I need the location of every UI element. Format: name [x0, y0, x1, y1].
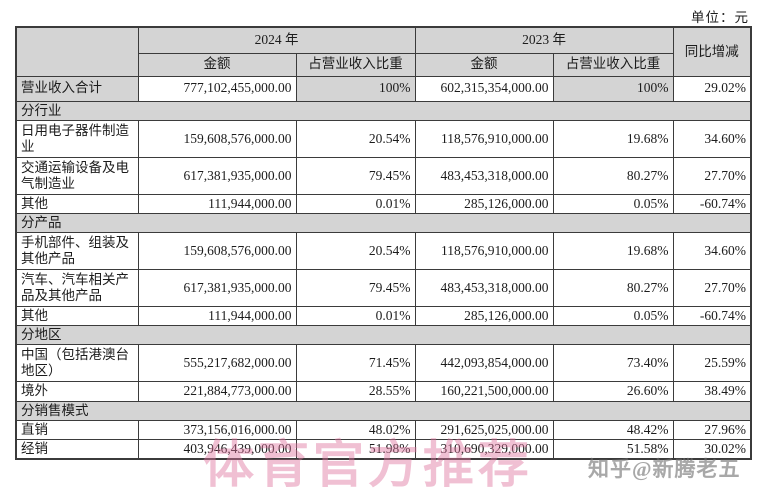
amount-2023-cell: 160,221,500,000.00	[414, 381, 554, 402]
ratio-2024-cell: 71.45%	[295, 344, 416, 383]
amount-2024-cell: 555,217,682,000.00	[137, 344, 297, 383]
header-amount-2024: 金额	[137, 52, 297, 77]
yoy-cell: -60.74%	[672, 193, 752, 214]
header-row-metrics: 金额 占营业收入比重 金额 占营业收入比重	[16, 52, 751, 77]
section-label: 分地区	[15, 325, 752, 346]
table-row-automobile-products: 汽车、汽车相关产品及其他产品 617,381,935,000.00 79.45%…	[15, 269, 752, 308]
section-row-by-sales-model: 分销售模式	[15, 400, 752, 421]
header-row-years: 2024 年 2023 年 同比增减	[15, 26, 752, 77]
ratio-2024-cell: 79.45%	[295, 269, 416, 308]
amount-2024-cell: 221,884,773,000.00	[137, 381, 297, 402]
yoy-cell: 27.96%	[672, 419, 752, 441]
row-label: 直销	[15, 419, 139, 441]
ratio-2023-cell: 100%	[552, 75, 674, 102]
yoy-cell: 27.70%	[672, 156, 752, 195]
row-label: 经销	[15, 439, 139, 460]
table-row-china: 中国（包括港澳台地区） 555,217,682,000.00 71.45% 44…	[15, 344, 752, 383]
ratio-2023-cell: 51.58%	[552, 439, 674, 460]
yoy-cell: -60.74%	[672, 306, 752, 327]
amount-2024-cell: 159,608,576,000.00	[137, 232, 297, 271]
amount-2023-cell: 602,315,354,000.00	[414, 75, 554, 102]
ratio-2024-cell: 100%	[295, 75, 416, 102]
header-cell-empty	[15, 26, 139, 77]
amount-2023-cell: 118,576,910,000.00	[414, 119, 554, 158]
ratio-2024-cell: 0.01%	[295, 306, 416, 327]
yoy-cell: 27.70%	[672, 269, 752, 308]
table-row-transport-equipment: 交通运输设备及电气制造业 617,381,935,000.00 79.45% 4…	[15, 156, 752, 195]
table-row-overseas: 境外 221,884,773,000.00 28.55% 160,221,500…	[15, 381, 752, 402]
table-row-product-other: 其他 111,944,000.00 0.01% 285,126,000.00 0…	[15, 306, 752, 327]
header-ratio-2023: 占营业收入比重	[552, 52, 674, 77]
row-label: 中国（包括港澳台地区）	[15, 344, 139, 383]
unit-label: 单位：元	[691, 10, 749, 25]
amount-2024-cell: 617,381,935,000.00	[137, 269, 297, 308]
table-row-phone-components: 手机部件、组装及其他产品 159,608,576,000.00 20.54% 1…	[15, 232, 752, 271]
row-label: 日用电子器件制造业	[15, 119, 139, 158]
amount-2024-cell: 111,944,000.00	[137, 306, 297, 327]
ratio-2023-cell: 19.68%	[552, 119, 674, 158]
yoy-cell: 25.59%	[672, 344, 752, 383]
section-label: 分销售模式	[15, 400, 752, 421]
amount-2024-cell: 617,381,935,000.00	[137, 156, 297, 195]
row-label: 汽车、汽车相关产品及其他产品	[15, 269, 139, 308]
ratio-2023-cell: 19.68%	[552, 232, 674, 271]
amount-2023-cell: 483,453,318,000.00	[414, 156, 554, 195]
table-row-consumer-electronics: 日用电子器件制造业 159,608,576,000.00 20.54% 118,…	[15, 119, 752, 158]
row-label: 营业收入合计	[15, 75, 139, 102]
revenue-breakdown-table: 2024 年 2023 年 同比增减 金额 占营业收入比重 金额 占营业收入比重…	[15, 26, 752, 461]
row-label: 手机部件、组装及其他产品	[15, 232, 139, 271]
amount-2023-cell: 442,093,854,000.00	[414, 344, 554, 383]
table-row-industry-other: 其他 111,944,000.00 0.01% 285,126,000.00 0…	[15, 193, 752, 214]
ratio-2023-cell: 0.05%	[552, 193, 674, 214]
header-ratio-2024: 占营业收入比重	[295, 52, 416, 77]
section-label: 分产品	[15, 212, 752, 234]
header-year-2024: 2024 年	[137, 26, 416, 54]
header-year-2023: 2023 年	[414, 26, 674, 54]
amount-2024-cell: 159,608,576,000.00	[137, 119, 297, 158]
amount-2023-cell: 285,126,000.00	[414, 193, 554, 214]
amount-2023-cell: 483,453,318,000.00	[414, 269, 554, 308]
row-label: 交通运输设备及电气制造业	[15, 156, 139, 195]
ratio-2023-cell: 26.60%	[552, 381, 674, 402]
table-row-distribution-sales: 经销 403,946,439,000.00 51.98% 310,690,329…	[15, 439, 752, 460]
header-amount-2023: 金额	[414, 52, 554, 77]
ratio-2023-cell: 80.27%	[552, 156, 674, 195]
row-total-revenue: 营业收入合计 777,102,455,000.00 100% 602,315,3…	[15, 75, 752, 102]
header-yoy-change: 同比增减	[672, 26, 752, 77]
row-label: 境外	[15, 381, 139, 402]
yoy-cell: 34.60%	[672, 232, 752, 271]
yoy-cell: 30.02%	[672, 439, 752, 460]
yoy-cell: 38.49%	[672, 381, 752, 402]
amount-2023-cell: 310,690,329,000.00	[414, 439, 554, 460]
section-row-by-product: 分产品	[15, 212, 752, 234]
amount-2024-cell: 373,156,016,000.00	[137, 419, 297, 441]
section-row-by-region: 分地区	[15, 325, 752, 346]
ratio-2023-cell: 73.40%	[552, 344, 674, 383]
ratio-2024-cell: 48.02%	[295, 419, 416, 441]
yoy-cell: 29.02%	[672, 75, 752, 102]
amount-2023-cell: 285,126,000.00	[414, 306, 554, 327]
amount-2024-cell: 403,946,439,000.00	[137, 439, 297, 460]
section-row-by-industry: 分行业	[15, 100, 752, 121]
amount-2023-cell: 291,625,025,000.00	[414, 419, 554, 441]
ratio-2024-cell: 0.01%	[295, 193, 416, 214]
ratio-2024-cell: 79.45%	[295, 156, 416, 195]
amount-2024-cell: 111,944,000.00	[137, 193, 297, 214]
ratio-2023-cell: 48.42%	[552, 419, 674, 441]
ratio-2023-cell: 0.05%	[552, 306, 674, 327]
row-label: 其他	[15, 193, 139, 214]
ratio-2024-cell: 20.54%	[295, 232, 416, 271]
section-label: 分行业	[15, 100, 752, 121]
ratio-2024-cell: 20.54%	[295, 119, 416, 158]
yoy-cell: 34.60%	[672, 119, 752, 158]
ratio-2024-cell: 28.55%	[295, 381, 416, 402]
ratio-2023-cell: 80.27%	[552, 269, 674, 308]
amount-2024-cell: 777,102,455,000.00	[137, 75, 297, 102]
row-label: 其他	[15, 306, 139, 327]
amount-2023-cell: 118,576,910,000.00	[414, 232, 554, 271]
ratio-2024-cell: 51.98%	[295, 439, 416, 460]
table-row-direct-sales: 直销 373,156,016,000.00 48.02% 291,625,025…	[15, 419, 752, 441]
